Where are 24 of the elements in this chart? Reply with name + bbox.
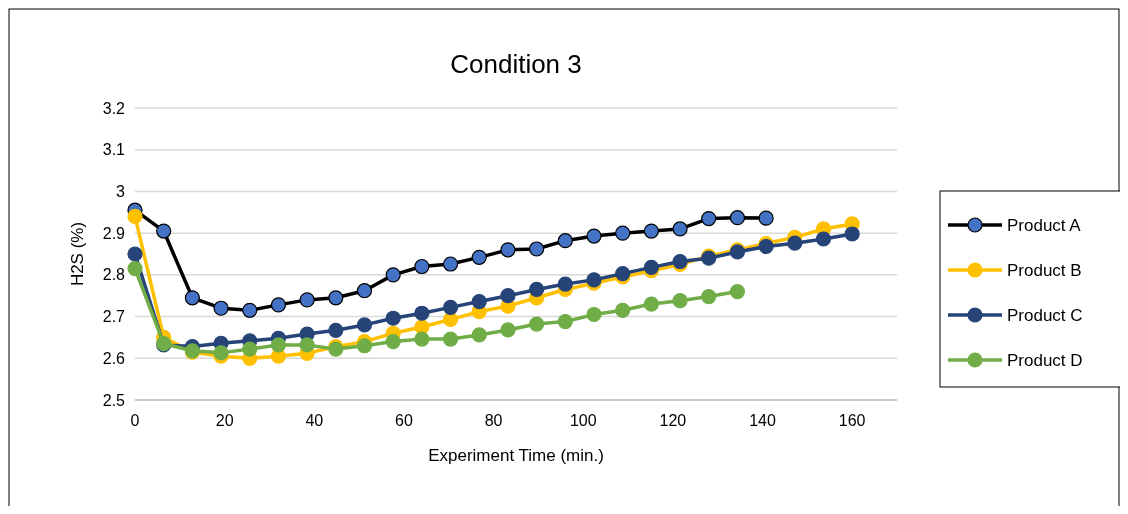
y-tick-label: 2.9 xyxy=(102,224,126,242)
y-axis-title: H2S (%) xyxy=(68,221,87,287)
x-tick-label: 40 xyxy=(305,412,324,429)
x-tick-label: 120 xyxy=(659,412,687,429)
legend-label: Product B xyxy=(1007,260,1082,280)
x-tick-label: 100 xyxy=(569,412,597,429)
x-tick-label: 0 xyxy=(130,412,140,429)
legend-label: Product D xyxy=(1007,350,1083,370)
x-tick-label: 60 xyxy=(395,412,413,429)
y-tick-label: 3 xyxy=(116,183,126,201)
chart-title: Condition 3 xyxy=(450,49,582,79)
y-tick-label: 2.6 xyxy=(102,349,126,367)
y-tick-label: 2.5 xyxy=(102,391,126,409)
x-tick-label: 140 xyxy=(749,412,776,429)
y-tick-label: 3.2 xyxy=(102,99,126,117)
y-tick-label: 2.7 xyxy=(102,308,126,326)
legend-label: Product A xyxy=(1007,215,1082,235)
x-tick-label: 80 xyxy=(484,412,503,429)
x-tick-label: 160 xyxy=(838,412,866,429)
x-tick-label: 20 xyxy=(215,412,234,429)
y-tick-label: 3.1 xyxy=(102,141,126,159)
legend-label: Product C xyxy=(1007,305,1083,325)
x-axis-title: Experiment Time (min.) xyxy=(428,446,604,465)
y-tick-label: 2.8 xyxy=(102,266,126,284)
